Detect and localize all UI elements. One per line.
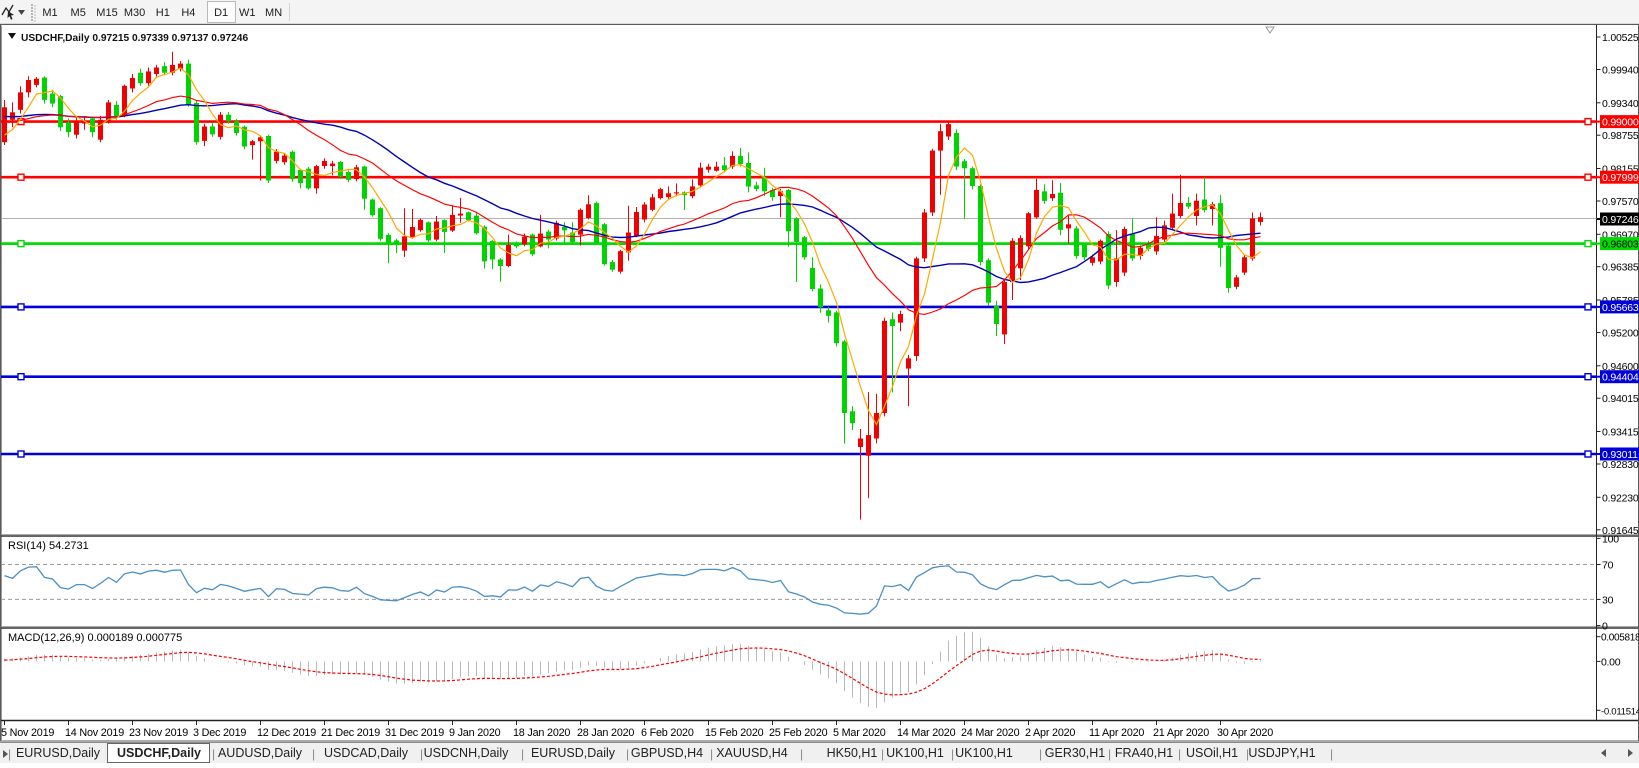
svg-text:1.00525: 1.00525	[1602, 32, 1639, 44]
svg-text:12 Dec 2019: 12 Dec 2019	[257, 727, 316, 739]
svg-text:|: |	[800, 747, 803, 761]
svg-text:6 Feb 2020: 6 Feb 2020	[641, 727, 694, 739]
svg-text:USDCNH,Daily: USDCNH,Daily	[424, 746, 509, 760]
svg-text:|: |	[420, 747, 423, 761]
svg-text:XAUUSD,H4: XAUUSD,H4	[716, 746, 788, 760]
svg-text:28 Jan 2020: 28 Jan 2020	[577, 727, 634, 739]
svg-text:0.95200: 0.95200	[1602, 328, 1639, 340]
svg-text:UK100,H1: UK100,H1	[955, 746, 1013, 760]
svg-text:|: |	[710, 747, 713, 761]
svg-text:EURUSD,Daily: EURUSD,Daily	[16, 746, 101, 760]
svg-text:30: 30	[1602, 594, 1614, 606]
svg-text:3 Dec 2019: 3 Dec 2019	[193, 727, 246, 739]
svg-text:|: |	[1108, 747, 1111, 761]
svg-text:24 Mar 2020: 24 Mar 2020	[961, 727, 1020, 739]
svg-text:21 Dec 2019: 21 Dec 2019	[321, 727, 380, 739]
svg-text:|: |	[881, 747, 884, 761]
svg-text:18 Jan 2020: 18 Jan 2020	[513, 727, 570, 739]
svg-text:|: |	[1039, 747, 1042, 761]
svg-text:H1: H1	[156, 7, 170, 19]
svg-text:0: 0	[1602, 621, 1608, 633]
svg-text:RSI(14) 54.2731: RSI(14) 54.2731	[8, 540, 89, 552]
svg-text:|: |	[1246, 747, 1249, 761]
svg-text:31 Dec 2019: 31 Dec 2019	[385, 727, 444, 739]
svg-text:5 Mar 2020: 5 Mar 2020	[833, 727, 886, 739]
svg-text:|: |	[626, 747, 629, 761]
svg-text:0.96385: 0.96385	[1602, 262, 1639, 274]
svg-text:|: |	[212, 747, 215, 761]
svg-text:|: |	[8, 747, 11, 761]
svg-text:15 Feb 2020: 15 Feb 2020	[705, 727, 764, 739]
svg-text:0.91645: 0.91645	[1602, 525, 1639, 537]
svg-text:14 Mar 2020: 14 Mar 2020	[897, 727, 956, 739]
svg-text:5 Nov 2019: 5 Nov 2019	[1, 727, 54, 739]
svg-text:0.98755: 0.98755	[1602, 130, 1639, 142]
svg-text:GBPUSD,H4: GBPUSD,H4	[631, 746, 703, 760]
svg-text:0.97246: 0.97246	[1602, 214, 1639, 226]
svg-text:25 Feb 2020: 25 Feb 2020	[769, 727, 828, 739]
svg-text:9 Jan 2020: 9 Jan 2020	[449, 727, 501, 739]
svg-text:21 Apr 2020: 21 Apr 2020	[1153, 727, 1209, 739]
svg-text:USDCHF,Daily 0.97215 0.97339: USDCHF,Daily 0.97215 0.97339 0.97137 0.9…	[21, 33, 248, 44]
svg-text:MN: MN	[265, 7, 282, 19]
svg-text:HK50,H1: HK50,H1	[827, 746, 878, 760]
svg-text:0.99340: 0.99340	[1602, 98, 1639, 110]
svg-text:0.94404: 0.94404	[1602, 372, 1639, 384]
svg-text:0.00: 0.00	[1601, 656, 1621, 668]
svg-text:M5: M5	[71, 7, 86, 19]
svg-text:0.94600: 0.94600	[1602, 361, 1639, 373]
svg-text:USDCHF,Daily: USDCHF,Daily	[117, 746, 201, 760]
svg-text:UK100,H1: UK100,H1	[886, 746, 944, 760]
svg-text:M1: M1	[42, 7, 57, 19]
svg-text:MACD(12,26,9) 0.000189 0.00077: MACD(12,26,9) 0.000189 0.000775	[8, 632, 182, 644]
svg-text:0.97999: 0.97999	[1602, 172, 1639, 184]
svg-text:0.92230: 0.92230	[1602, 492, 1639, 504]
svg-text:11 Apr 2020: 11 Apr 2020	[1089, 727, 1144, 739]
svg-text:0.93011: 0.93011	[1602, 449, 1638, 461]
svg-text:23 Nov 2019: 23 Nov 2019	[129, 727, 188, 739]
svg-text:H4: H4	[181, 7, 195, 19]
svg-text:2 Apr 2020: 2 Apr 2020	[1025, 727, 1075, 739]
svg-text:0.93415: 0.93415	[1602, 427, 1639, 439]
svg-text:0.92830: 0.92830	[1602, 459, 1639, 471]
svg-text:0.99940: 0.99940	[1602, 65, 1639, 77]
svg-text:-0.011514: -0.011514	[1601, 706, 1639, 717]
svg-text:0.97570: 0.97570	[1602, 196, 1639, 208]
svg-text:D1: D1	[214, 7, 228, 19]
svg-text:M15: M15	[96, 7, 117, 19]
svg-text:M30: M30	[124, 7, 145, 19]
svg-text:GER30,H1: GER30,H1	[1045, 746, 1105, 760]
svg-text:|: |	[312, 747, 315, 761]
svg-text:|: |	[1178, 747, 1181, 761]
svg-text:|: |	[951, 747, 954, 761]
svg-text:USOil,H1: USOil,H1	[1186, 746, 1238, 760]
svg-text:0.99000: 0.99000	[1602, 117, 1639, 129]
svg-text:0.005818: 0.005818	[1601, 633, 1639, 644]
svg-text:EURUSD,Daily: EURUSD,Daily	[531, 746, 616, 760]
svg-text:AUDUSD,Daily: AUDUSD,Daily	[218, 746, 303, 760]
svg-text:W1: W1	[239, 7, 256, 19]
svg-text:0.96803: 0.96803	[1602, 239, 1639, 251]
svg-text:USDCAD,Daily: USDCAD,Daily	[324, 746, 409, 760]
svg-text:|: |	[521, 747, 524, 761]
svg-text:70: 70	[1602, 560, 1614, 572]
svg-text:100: 100	[1602, 533, 1619, 545]
svg-text:0.94015: 0.94015	[1602, 393, 1639, 405]
svg-text:0.95663: 0.95663	[1602, 302, 1639, 314]
svg-text:|: |	[1330, 747, 1333, 761]
svg-text:14 Nov 2019: 14 Nov 2019	[65, 727, 124, 739]
svg-text:30 Apr 2020: 30 Apr 2020	[1217, 727, 1273, 739]
svg-text:USDJPY,H1: USDJPY,H1	[1248, 746, 1315, 760]
svg-text:FRA40,H1: FRA40,H1	[1115, 746, 1173, 760]
